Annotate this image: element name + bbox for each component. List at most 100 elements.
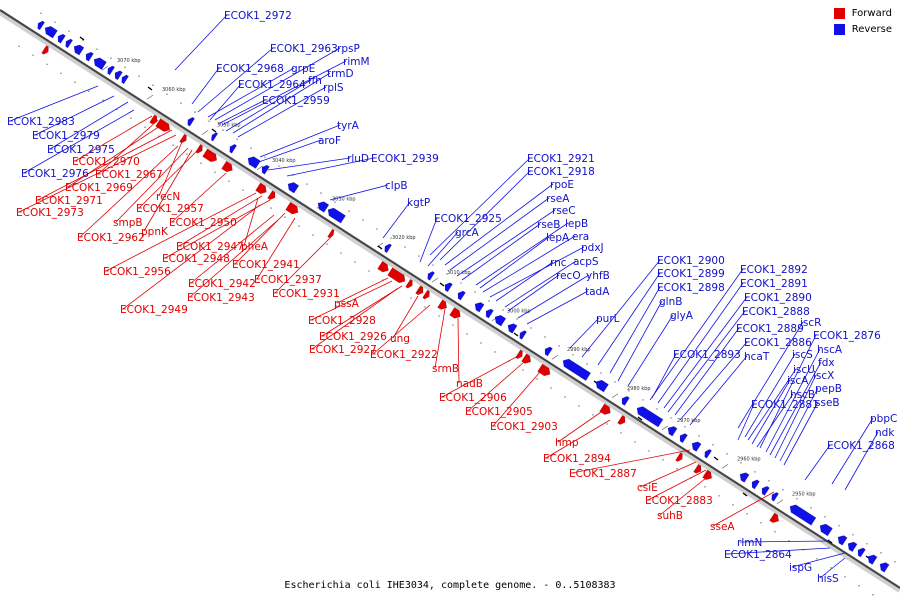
track-dot: [60, 72, 62, 75]
forward-gene: [41, 45, 49, 55]
track-dot: [586, 363, 588, 365]
track-dot: [606, 423, 608, 425]
forward-gene: [702, 469, 713, 480]
marker-tick: [439, 282, 445, 287]
reverse-gene-label: ECOK1_2892: [740, 264, 808, 276]
track-dot: [186, 153, 188, 155]
forward-gene-label: ECOK1_2967: [95, 169, 163, 181]
track-dot: [74, 81, 76, 84]
reverse-gene-leader: [597, 272, 661, 366]
reverse-gene: [771, 492, 779, 502]
reverse-gene: [44, 26, 58, 39]
reverse-gene: [210, 132, 219, 142]
track-dot: [466, 333, 468, 335]
forward-leader-lines: [18, 115, 775, 527]
legend-forward-label: Forward: [851, 8, 892, 19]
track-dot: [270, 207, 272, 209]
reverse-gene: [879, 562, 890, 573]
reverse-gene-label: clpB: [385, 180, 408, 192]
reverse-gene-label: era: [572, 231, 589, 243]
forward-gene: [387, 267, 406, 284]
forward-gene: [537, 363, 551, 377]
track-dot: [592, 414, 594, 416]
reverse-gene-label: purL: [596, 313, 620, 325]
track-dot: [418, 255, 420, 257]
legend-reverse: Reverse: [833, 24, 892, 35]
reverse-gene: [837, 535, 848, 546]
forward-gene-label: ECOK1_2903: [490, 421, 558, 433]
forward-gene-leader: [189, 219, 279, 298]
forward-gene-leader: [190, 214, 275, 284]
marker-tick: [637, 416, 643, 421]
forward-gene-leader: [659, 477, 707, 516]
forward-gene-leader: [310, 280, 393, 321]
track-dot: [278, 165, 280, 167]
forward-gene: [449, 307, 461, 319]
track-dot: [494, 351, 496, 353]
forward-gene: [437, 299, 448, 310]
reverse-gene: [679, 433, 688, 444]
tick-mark: [721, 464, 729, 469]
tick-mark: [431, 277, 439, 283]
reverse-gene-label: ECOK1_2864: [724, 549, 792, 561]
forward-gene-label: ECOK1_2969: [65, 182, 133, 194]
track-dot: [368, 270, 370, 272]
track-dot: [880, 551, 882, 554]
reverse-gene-leader: [791, 552, 846, 568]
track-dot: [326, 243, 328, 245]
reverse-gene: [562, 358, 592, 381]
forward-gene-label: ECOK1_2883: [645, 495, 713, 507]
reverse-gene-label: hscB: [790, 389, 815, 401]
reverse-gene-leader: [667, 310, 746, 413]
reverse-leader-lines: [9, 14, 879, 579]
reverse-gene: [485, 308, 494, 319]
track-dot: [68, 30, 70, 33]
reverse-gene-leader: [726, 547, 831, 555]
track-dot: [102, 99, 104, 102]
reverse-gene: [544, 346, 553, 357]
tick-label: 2990 kbp: [567, 347, 591, 353]
reverse-gene-leader: [479, 236, 550, 289]
reverse-gene: [704, 449, 712, 459]
reverse-gene-leader: [174, 14, 228, 71]
reverse-gene-leader: [9, 85, 99, 122]
forward-gene-label: ECOK1_2887: [569, 468, 637, 480]
reverse-gene-leader: [663, 296, 748, 409]
reverse-gene-leader: [504, 260, 577, 308]
track-dot: [348, 210, 350, 212]
reverse-gene-label: ECOK1_2889: [736, 323, 804, 335]
reverse-gene-leader: [461, 223, 541, 281]
forward-gene: [599, 403, 611, 415]
reverse-gene-label: hcaT: [744, 351, 770, 363]
track-dot: [40, 12, 42, 15]
forward-gene-leader: [321, 285, 403, 337]
reverse-gene-leader: [482, 235, 576, 293]
track-dot: [838, 524, 840, 527]
forward-gene-leader: [492, 371, 541, 427]
reverse-gene-leader: [609, 286, 661, 374]
reverse-gene-leader: [581, 259, 661, 358]
reverse-gene-leader: [456, 209, 556, 277]
track-dot: [32, 54, 34, 57]
reverse-gene-leader: [267, 157, 351, 171]
reverse-gene: [494, 315, 507, 327]
forward-swatch: [833, 8, 845, 19]
forward-gene-leader: [441, 355, 519, 398]
forward-gene-label: ECOK1_2941: [232, 259, 300, 271]
forward-gene-label: ECOK1_2894: [543, 453, 611, 465]
forward-gene-leader: [105, 192, 257, 272]
track-dot: [642, 399, 644, 401]
track-dot: [698, 435, 700, 437]
reverse-gene: [229, 143, 237, 154]
forward-gene-label: sseA: [710, 521, 735, 533]
forward-gene-label: pheA: [241, 241, 269, 253]
reverse-gene-leader: [23, 109, 135, 174]
reverse-gene-leader: [737, 403, 755, 441]
track-dot: [250, 147, 252, 149]
reverse-gene-leader: [674, 327, 740, 416]
track-dot: [138, 75, 140, 78]
reverse-gene-leader: [783, 401, 819, 466]
tick-label: 3040 kbp: [272, 158, 296, 164]
forward-gene: [675, 452, 683, 462]
